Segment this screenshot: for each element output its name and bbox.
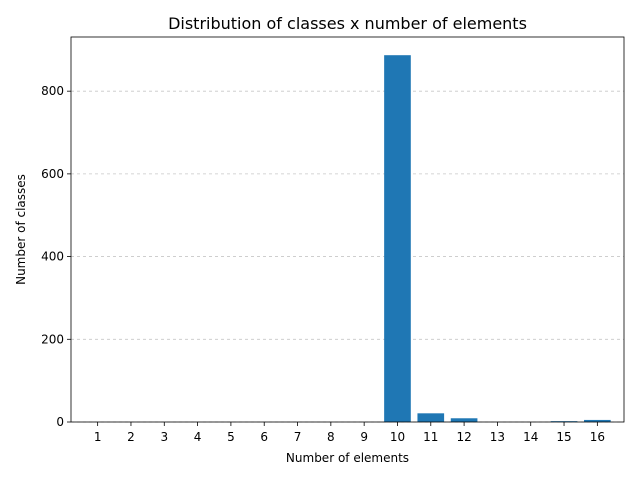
grid-lines [71,90,624,423]
x-tick-label: 6 [260,430,268,444]
x-ticks: 1 2 3 4 5 6 7 8 9 10 11 12 13 14 15 16 [94,422,605,444]
bar [384,55,411,422]
x-tick-label: 2 [127,430,135,444]
x-tick-label: 8 [327,430,335,444]
y-axis-label: Number of classes [14,174,28,285]
y-tick-label: 600 [41,167,64,181]
bar [417,413,445,422]
y-ticks: 0 200 400 600 800 [41,84,71,429]
x-tick-label: 13 [490,430,505,444]
x-tick-label: 3 [160,430,168,444]
x-tick-label: 9 [360,430,368,444]
axes [70,36,625,423]
x-tick-label: 4 [194,430,202,444]
x-tick-label: 12 [456,430,471,444]
bar [584,419,611,422]
x-tick-label: 14 [523,430,538,444]
x-tick-label: 10 [390,430,405,444]
y-tick-label: 0 [56,415,64,429]
x-tick-label: 16 [590,430,605,444]
x-tick-label: 5 [227,430,235,444]
x-tick-label: 7 [294,430,302,444]
bars [384,55,611,422]
bar [550,421,578,422]
y-tick-label: 400 [41,250,64,264]
y-tick-label: 200 [41,332,64,346]
chart-title: Distribution of classes x number of elem… [168,14,527,33]
x-tick-label: 11 [423,430,438,444]
bar [450,418,478,422]
x-tick-label: 15 [556,430,571,444]
x-axis-label: Number of elements [286,451,409,465]
y-tick-label: 800 [41,84,64,98]
x-tick-label: 1 [94,430,102,444]
plot-frame [70,36,625,423]
